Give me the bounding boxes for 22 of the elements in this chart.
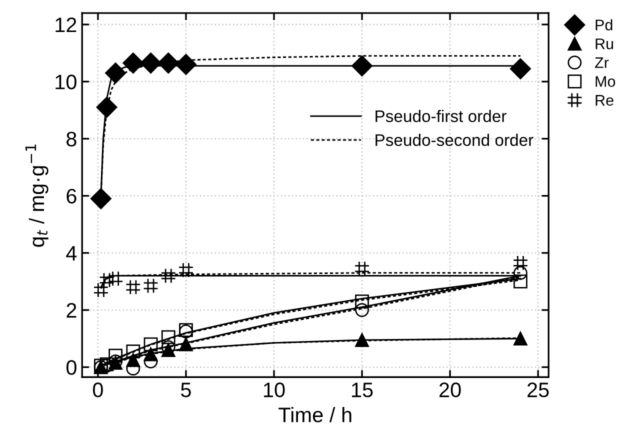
legend-label: Ru bbox=[596, 38, 614, 50]
legend-label: Mo bbox=[596, 76, 616, 87]
legend-label: Pd bbox=[596, 19, 612, 30]
y-tick-label: 8 bbox=[66, 132, 76, 146]
x-tick-label: 15 bbox=[352, 382, 373, 398]
x-tick-label: 10 bbox=[264, 382, 285, 398]
y-tick-label: 10 bbox=[56, 74, 76, 90]
legend-label: Pseudo-first order bbox=[376, 110, 506, 122]
y-tick-label: 12 bbox=[56, 18, 76, 32]
legend-label: Re bbox=[596, 95, 614, 106]
x-axis-title: Time / h bbox=[278, 406, 352, 422]
y-axis-title: q$_{t}$ / mg·g$^{−1}$ bbox=[25, 144, 48, 247]
legend-label: Pseudo-second order bbox=[376, 134, 534, 146]
y-tick-label: 0 bbox=[66, 360, 76, 375]
x-tick-label: 25 bbox=[528, 382, 549, 398]
y-tick-label: 4 bbox=[66, 246, 77, 260]
x-tick-label: 5 bbox=[181, 382, 191, 398]
y-tick-label: 2 bbox=[66, 303, 76, 318]
legend-label: Zr bbox=[595, 57, 609, 68]
x-tick-label: 0 bbox=[92, 382, 103, 398]
x-tick-label: 20 bbox=[439, 382, 461, 398]
y-tick-label: 6 bbox=[66, 188, 76, 204]
